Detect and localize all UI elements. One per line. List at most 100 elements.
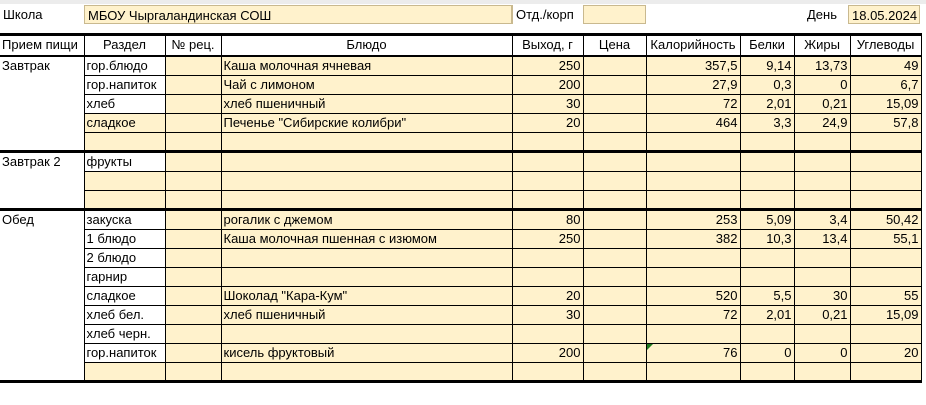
cell-dish[interactable]: Чай с лимоном xyxy=(220,74,513,95)
cell-recipe[interactable] xyxy=(164,361,222,383)
cell-meal[interactable] xyxy=(0,248,85,267)
cell-price[interactable] xyxy=(582,323,647,344)
cell-kcal[interactable]: 72 xyxy=(645,93,741,114)
cell-price[interactable] xyxy=(582,247,647,268)
cell-recipe[interactable] xyxy=(164,323,222,344)
cell-protein[interactable] xyxy=(739,170,795,191)
cell-fat[interactable]: 0,21 xyxy=(793,93,851,114)
cell-section[interactable]: хлеб xyxy=(83,93,166,114)
cell-recipe[interactable] xyxy=(164,131,222,153)
cell-carbs[interactable]: 15,09 xyxy=(849,93,922,114)
cell-fat[interactable]: 30 xyxy=(793,285,851,306)
cell-section[interactable]: сладкое xyxy=(83,285,166,306)
cell-dish[interactable]: хлеб пшеничный xyxy=(220,93,513,114)
cell-kcal[interactable] xyxy=(645,189,741,211)
cell-yield[interactable] xyxy=(511,131,584,153)
cell-protein[interactable] xyxy=(739,266,795,287)
cell-protein[interactable]: 2,01 xyxy=(739,304,795,325)
cell-meal[interactable]: Обед xyxy=(0,209,85,229)
cell-kcal[interactable]: 357,5 xyxy=(645,55,741,76)
cell-section[interactable] xyxy=(83,361,166,383)
cell-carbs[interactable] xyxy=(849,266,922,287)
cell-section[interactable]: гарнир xyxy=(83,266,166,287)
col-header-dish[interactable]: Блюдо xyxy=(220,33,513,57)
cell-kcal[interactable] xyxy=(645,150,741,172)
cell-meal[interactable] xyxy=(0,190,85,211)
col-header-carbs[interactable]: Углеводы xyxy=(849,33,922,57)
cell-price[interactable] xyxy=(582,208,647,230)
day-field[interactable]: 18.05.2024 xyxy=(848,5,920,24)
cell-price[interactable] xyxy=(582,170,647,191)
cell-kcal[interactable] xyxy=(645,323,741,344)
col-header-fat[interactable]: Жиры xyxy=(793,33,851,57)
cell-price[interactable] xyxy=(582,189,647,211)
cell-yield[interactable]: 30 xyxy=(511,304,584,325)
cell-yield[interactable]: 200 xyxy=(511,74,584,95)
col-header-meal[interactable]: Прием пищи xyxy=(0,33,85,57)
cell-dish[interactable] xyxy=(220,170,513,191)
cell-fat[interactable] xyxy=(793,170,851,191)
cell-recipe[interactable] xyxy=(164,304,222,325)
cell-kcal[interactable]: 382 xyxy=(645,228,741,249)
cell-recipe[interactable] xyxy=(164,189,222,211)
cell-protein[interactable] xyxy=(739,361,795,383)
cell-recipe[interactable] xyxy=(164,247,222,268)
cell-protein[interactable] xyxy=(739,323,795,344)
cell-dish[interactable] xyxy=(220,323,513,344)
cell-dish[interactable] xyxy=(220,266,513,287)
cell-dish[interactable]: Шоколад "Кара-Кум" xyxy=(220,285,513,306)
cell-dish[interactable]: хлеб пшеничный xyxy=(220,304,513,325)
cell-protein[interactable] xyxy=(739,189,795,211)
cell-fat[interactable] xyxy=(793,266,851,287)
cell-price[interactable] xyxy=(582,131,647,153)
cell-carbs[interactable]: 6,7 xyxy=(849,74,922,95)
cell-dish[interactable] xyxy=(220,361,513,383)
cell-yield[interactable] xyxy=(511,247,584,268)
cell-yield[interactable] xyxy=(511,150,584,172)
col-header-kcal[interactable]: Калорийность xyxy=(645,33,741,57)
col-header-price[interactable]: Цена xyxy=(582,33,647,57)
cell-recipe[interactable] xyxy=(164,55,222,76)
cell-yield[interactable] xyxy=(511,170,584,191)
cell-kcal[interactable] xyxy=(645,361,741,383)
cell-kcal[interactable] xyxy=(645,170,741,191)
cell-section[interactable]: хлеб бел. xyxy=(83,304,166,325)
cell-section[interactable] xyxy=(83,131,166,153)
cell-section[interactable]: гор.блюдо xyxy=(83,55,166,76)
cell-meal[interactable] xyxy=(0,171,85,190)
cell-meal[interactable]: Завтрак xyxy=(0,55,85,75)
col-header-protein[interactable]: Белки xyxy=(739,33,795,57)
cell-carbs[interactable] xyxy=(849,323,922,344)
cell-price[interactable] xyxy=(582,304,647,325)
cell-section[interactable]: закуска xyxy=(83,208,166,230)
cell-section[interactable]: хлеб черн. xyxy=(83,323,166,344)
cell-price[interactable] xyxy=(582,228,647,249)
cell-carbs[interactable]: 50,42 xyxy=(849,208,922,230)
cell-yield[interactable]: 20 xyxy=(511,285,584,306)
cell-yield[interactable]: 250 xyxy=(511,55,584,76)
cell-meal[interactable] xyxy=(0,229,85,248)
cell-section[interactable]: сладкое xyxy=(83,112,166,133)
cell-meal[interactable] xyxy=(0,324,85,343)
cell-recipe[interactable] xyxy=(164,342,222,363)
cell-carbs[interactable]: 55,1 xyxy=(849,228,922,249)
cell-kcal[interactable] xyxy=(645,266,741,287)
cell-fat[interactable] xyxy=(793,131,851,153)
cell-yield[interactable] xyxy=(511,189,584,211)
cell-carbs[interactable] xyxy=(849,189,922,211)
cell-recipe[interactable] xyxy=(164,285,222,306)
cell-fat[interactable]: 0 xyxy=(793,342,851,363)
cell-recipe[interactable] xyxy=(164,266,222,287)
cell-section[interactable]: фрукты xyxy=(83,150,166,172)
cell-recipe[interactable] xyxy=(164,112,222,133)
col-header-recipe[interactable]: № рец. xyxy=(164,33,222,57)
cell-section[interactable]: гор.напиток xyxy=(83,342,166,363)
cell-dish[interactable] xyxy=(220,247,513,268)
cell-fat[interactable]: 0 xyxy=(793,74,851,95)
cell-yield[interactable]: 80 xyxy=(511,208,584,230)
cell-carbs[interactable] xyxy=(849,361,922,383)
cell-dish[interactable]: Каша молочная ячневая xyxy=(220,55,513,76)
cell-section[interactable] xyxy=(83,170,166,191)
cell-carbs[interactable] xyxy=(849,170,922,191)
cell-price[interactable] xyxy=(582,266,647,287)
